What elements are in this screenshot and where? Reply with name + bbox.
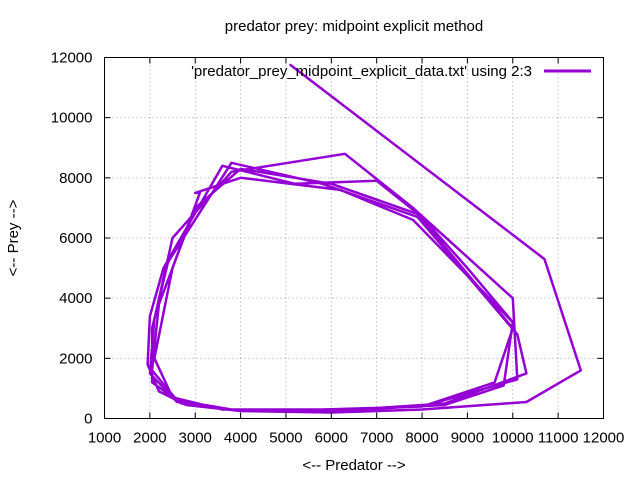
y-axis-label: <-- Prey --> — [5, 199, 22, 276]
grid — [104, 57, 604, 419]
x-tick-label: 5000 — [269, 430, 302, 447]
chart-title: predator prey: midpoint explicit method — [225, 18, 483, 35]
x-tick-label: 8000 — [405, 430, 438, 447]
x-tick-label: 3000 — [179, 430, 212, 447]
y-tick-label: 12000 — [51, 50, 93, 67]
y-tick-label: 6000 — [59, 230, 92, 247]
legend-label: 'predator_prey_midpoint_explicit_data.tx… — [191, 63, 532, 80]
x-tick-labels: 1000 2000 3000 4000 5000 6000 7000 8000 9000 1000… — [88, 430, 625, 447]
y-tick-label: 2000 — [59, 350, 92, 367]
x-tick-label: 2000 — [133, 430, 166, 447]
x-tick-label: 4000 — [224, 430, 257, 447]
x-tick-label: 7000 — [360, 430, 393, 447]
x-tick-label: 9000 — [451, 430, 484, 447]
x-tick-label: 11000 — [538, 430, 579, 447]
y-tick-label: 10000 — [51, 110, 93, 127]
y-tick-labels: 0 2000 4000 6000 8000 10000 12000 — [51, 50, 93, 428]
series-line — [146, 63, 583, 414]
x-tick-label: 10000 — [492, 430, 534, 447]
y-tick-label: 0 — [84, 411, 92, 428]
legend: 'predator_prey_midpoint_explicit_data.tx… — [191, 63, 591, 80]
x-tick-label: 12000 — [583, 430, 625, 447]
x-tick-label: 6000 — [315, 430, 348, 447]
series-group — [146, 63, 583, 414]
ticks — [104, 57, 604, 419]
x-axis-label: <-- Predator --> — [302, 457, 406, 474]
y-tick-label: 8000 — [59, 170, 92, 187]
y-tick-label: 4000 — [59, 290, 92, 307]
x-tick-label: 1000 — [88, 430, 121, 447]
